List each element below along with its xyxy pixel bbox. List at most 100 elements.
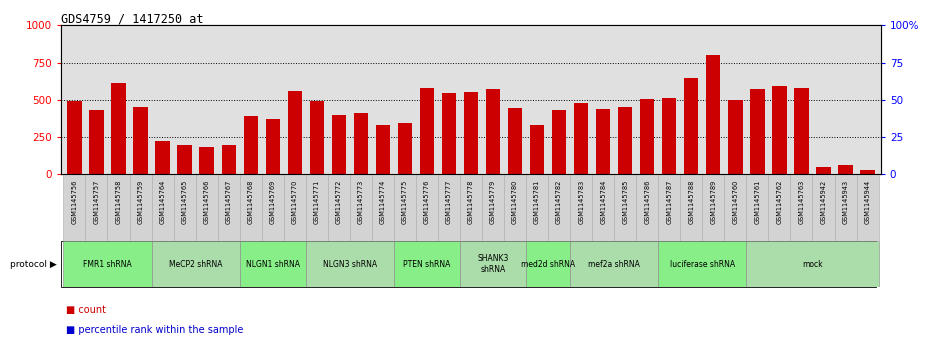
Bar [200,147,214,174]
Bar [196,174,218,241]
Text: GSM1145786: GSM1145786 [644,180,650,224]
Bar [593,174,614,241]
Point [838,106,853,112]
Bar [526,241,570,287]
Bar [394,174,416,241]
Bar [658,241,746,287]
Point [640,49,655,55]
Bar [746,174,769,241]
Bar [570,174,593,241]
Text: GSM1145777: GSM1145777 [446,180,452,224]
Point [243,52,258,58]
Text: GSM1145787: GSM1145787 [666,180,673,224]
Point [177,67,192,73]
Text: ■ percentile rank within the sample: ■ percentile rank within the sample [66,325,243,335]
Text: GSM1145775: GSM1145775 [402,180,408,224]
Bar [239,174,262,241]
Bar [812,174,835,241]
Bar [353,113,368,174]
Bar [838,165,853,174]
Text: GSM1145759: GSM1145759 [138,180,143,224]
Text: GSM1145774: GSM1145774 [380,180,386,224]
Bar [794,88,808,174]
Bar [460,174,482,241]
Text: SHANK3
shRNA: SHANK3 shRNA [478,254,509,274]
Bar [111,83,125,174]
Point [485,48,500,54]
Bar [658,174,680,241]
Bar [614,174,636,241]
Point [67,45,82,50]
Bar [332,115,346,174]
Text: GSM1145766: GSM1145766 [203,180,210,224]
Bar [463,91,479,174]
Point [684,46,699,52]
Text: GSM1145763: GSM1145763 [799,180,804,224]
Bar [266,119,280,174]
Point [618,51,633,57]
Text: GSM1145784: GSM1145784 [600,180,607,224]
Bar [86,174,107,241]
Bar [89,110,104,174]
Text: NLGN3 shRNA: NLGN3 shRNA [323,260,377,269]
Bar [67,101,82,174]
Bar [284,174,306,241]
Bar [640,99,655,174]
Text: GSM1145783: GSM1145783 [578,180,584,224]
Text: GSM1145779: GSM1145779 [490,180,496,224]
Point [552,52,567,58]
Text: GSM1145769: GSM1145769 [269,180,276,224]
Bar [310,101,324,174]
Point [442,48,457,54]
Point [89,49,104,55]
Bar [508,108,522,174]
Bar [262,174,284,241]
Bar [746,241,879,287]
Text: GSM1145765: GSM1145765 [182,180,187,224]
Bar [548,174,570,241]
Bar [420,88,434,174]
Bar [155,142,170,174]
Bar [618,107,632,174]
Bar [817,167,831,174]
Point [860,109,875,115]
Text: GSM1145943: GSM1145943 [842,180,849,224]
Bar [856,174,879,241]
Point [111,42,126,48]
Text: GSM1145768: GSM1145768 [248,180,253,224]
Text: GSM1145789: GSM1145789 [710,180,716,224]
Point [332,49,347,55]
Text: NLGN1 shRNA: NLGN1 shRNA [246,260,300,269]
Bar [636,174,658,241]
Point [398,46,413,52]
Text: mock: mock [803,260,822,269]
Text: GDS4759 / 1417250_at: GDS4759 / 1417250_at [61,12,203,25]
Text: protocol ▶: protocol ▶ [9,260,57,269]
Text: GSM1145758: GSM1145758 [116,180,122,224]
Point [816,103,831,109]
Bar [63,174,86,241]
Text: GSM1145780: GSM1145780 [512,180,518,224]
Text: GSM1145944: GSM1145944 [865,180,870,224]
Point [771,48,787,54]
Bar [790,174,812,241]
Bar [349,174,372,241]
Bar [706,55,721,174]
Bar [130,174,152,241]
Text: PTEN shRNA: PTEN shRNA [403,260,450,269]
Point [706,43,721,49]
Point [266,49,281,55]
Text: mef2a shRNA: mef2a shRNA [588,260,641,269]
Point [375,48,390,54]
Bar [173,174,196,241]
Bar [596,109,610,174]
Point [750,48,765,54]
Bar [860,170,875,174]
Bar [504,174,526,241]
Bar [728,100,742,174]
Text: GSM1145778: GSM1145778 [468,180,474,224]
Bar [703,174,724,241]
Point [419,43,434,49]
Bar [376,125,390,174]
Text: GSM1145942: GSM1145942 [820,180,826,224]
